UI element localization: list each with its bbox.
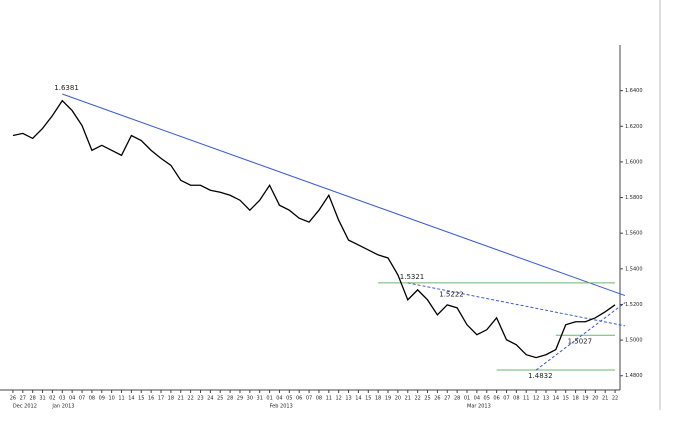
month-label: Jan 2013 bbox=[51, 404, 74, 410]
price-line bbox=[12, 99, 616, 359]
x-tick-label: 07 bbox=[503, 396, 509, 402]
x-tick-label: 14 bbox=[355, 396, 361, 402]
x-tick-label: 05 bbox=[286, 396, 292, 402]
x-tick-label: 12 bbox=[533, 396, 539, 402]
month-label: Dec 2012 bbox=[13, 404, 37, 410]
x-tick-label: 12 bbox=[335, 396, 341, 402]
x-tick-label: 15 bbox=[365, 396, 371, 402]
x-tick-label: 06 bbox=[493, 396, 499, 402]
month-label: Mar 2013 bbox=[467, 404, 491, 410]
annotation: 1.4832 bbox=[528, 372, 553, 380]
x-tick-label: 25 bbox=[424, 396, 430, 402]
x-tick-label: 17 bbox=[158, 396, 164, 402]
x-tick-label: 28 bbox=[29, 396, 35, 402]
x-tick-label: 21 bbox=[178, 396, 184, 402]
x-tick-label: 23 bbox=[197, 396, 203, 402]
x-tick-label: 05 bbox=[484, 396, 490, 402]
x-tick-label: 06 bbox=[296, 396, 302, 402]
x-tick-label: 24 bbox=[207, 396, 213, 402]
y-tick-label: 1.6000 bbox=[625, 159, 643, 165]
x-tick-label: 07 bbox=[79, 396, 85, 402]
trend-line bbox=[407, 282, 626, 327]
x-tick-label: 13 bbox=[345, 396, 351, 402]
x-tick-label: 04 bbox=[276, 396, 282, 402]
y-tick-label: 1.4800 bbox=[625, 373, 643, 379]
x-tick-label: 04 bbox=[69, 396, 75, 402]
x-tick-label: 27 bbox=[20, 396, 26, 402]
x-tick-label: 08 bbox=[89, 396, 95, 402]
x-tick-label: 22 bbox=[414, 396, 420, 402]
x-tick-label: 18 bbox=[375, 396, 381, 402]
x-tick-label: 11 bbox=[118, 396, 124, 402]
x-tick-label: 31 bbox=[257, 396, 263, 402]
x-tick-label: 26 bbox=[10, 396, 16, 402]
x-tick-label: 28 bbox=[227, 396, 233, 402]
x-tick-label: 16 bbox=[148, 396, 154, 402]
x-tick-label: 07 bbox=[306, 396, 312, 402]
x-tick-label: 20 bbox=[592, 396, 598, 402]
x-tick-label: 22 bbox=[187, 396, 193, 402]
x-tick-label: 22 bbox=[612, 396, 618, 402]
month-label: Feb 2013 bbox=[270, 404, 293, 410]
x-tick-label: 21 bbox=[405, 396, 411, 402]
x-tick-label: 27 bbox=[444, 396, 450, 402]
trend-line bbox=[535, 302, 626, 371]
x-tick-label: 21 bbox=[602, 396, 608, 402]
x-tick-label: 30 bbox=[247, 396, 253, 402]
x-tick-label: 01 bbox=[464, 396, 470, 402]
annotation: 1.5027 bbox=[568, 337, 593, 345]
annotation: 1.6381 bbox=[54, 84, 79, 92]
x-tick-label: 29 bbox=[237, 396, 243, 402]
x-tick-label: 13 bbox=[543, 396, 549, 402]
x-tick-label: 18 bbox=[572, 396, 578, 402]
trend-line bbox=[62, 93, 626, 297]
annotation: 1.5321 bbox=[400, 273, 425, 281]
x-tick-label: 10 bbox=[108, 396, 114, 402]
x-tick-label: 11 bbox=[523, 396, 529, 402]
x-tick-label: 03 bbox=[59, 396, 65, 402]
y-tick-label: 1.5600 bbox=[625, 231, 643, 237]
annotation: 1.5222 bbox=[439, 291, 464, 299]
y-tick-label: 1.6400 bbox=[625, 88, 643, 94]
x-tick-label: 02 bbox=[49, 396, 55, 402]
x-tick-label: 14 bbox=[553, 396, 559, 402]
x-tick-label: 19 bbox=[385, 396, 391, 402]
x-tick-label: 31 bbox=[39, 396, 45, 402]
x-tick-label: 18 bbox=[168, 396, 174, 402]
x-tick-label: 09 bbox=[99, 396, 105, 402]
x-tick-label: 25 bbox=[217, 396, 223, 402]
y-tick-label: 1.5000 bbox=[625, 338, 643, 344]
x-tick-label: 11 bbox=[326, 396, 332, 402]
x-tick-label: 08 bbox=[316, 396, 322, 402]
x-tick-label: 04 bbox=[474, 396, 480, 402]
x-tick-label: 20 bbox=[395, 396, 401, 402]
x-tick-label: 15 bbox=[563, 396, 569, 402]
y-tick-label: 1.6200 bbox=[625, 124, 643, 130]
x-tick-label: 08 bbox=[513, 396, 519, 402]
x-tick-label: 15 bbox=[138, 396, 144, 402]
x-tick-label: 19 bbox=[582, 396, 588, 402]
x-tick-label: 26 bbox=[434, 396, 440, 402]
x-tick-label: 01 bbox=[266, 396, 272, 402]
y-tick-label: 1.5200 bbox=[625, 302, 643, 308]
y-tick-label: 1.5400 bbox=[625, 266, 643, 272]
y-tick-label: 1.5800 bbox=[625, 195, 643, 201]
x-tick-label: 14 bbox=[128, 396, 134, 402]
x-tick-label: 28 bbox=[454, 396, 460, 402]
